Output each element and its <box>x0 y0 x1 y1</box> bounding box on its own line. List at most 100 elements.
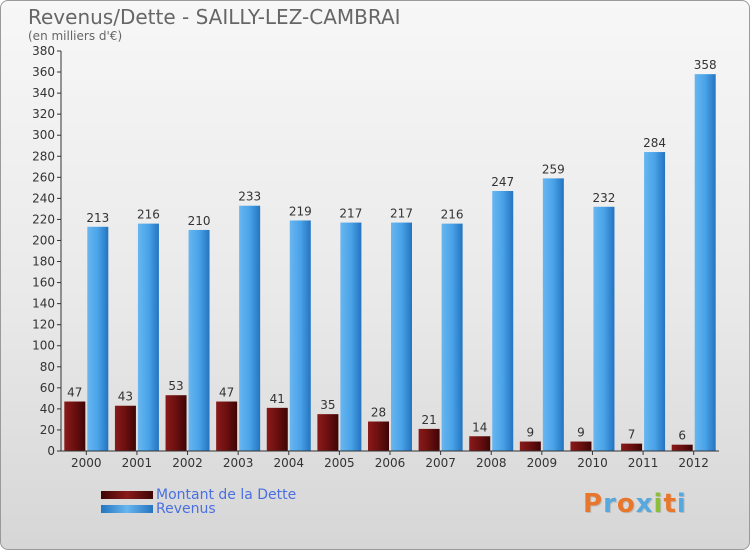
data-label-revenus: 210 <box>188 214 211 228</box>
data-label-debt: 9 <box>577 426 585 440</box>
y-tick-label: 340 <box>32 86 55 100</box>
data-label-debt: 9 <box>527 426 535 440</box>
bars-layer <box>64 74 716 452</box>
y-tick-label: 60 <box>40 381 55 395</box>
data-label-debt: 41 <box>270 392 285 406</box>
data-label-revenus: 217 <box>339 207 362 221</box>
y-tick-label: 300 <box>32 128 55 142</box>
y-tick-label: 0 <box>47 444 55 458</box>
x-tick-label: 2008 <box>476 456 507 470</box>
data-label-revenus: 216 <box>137 208 160 222</box>
bar-revenus <box>391 222 412 451</box>
legend-item-revenus: Revenus <box>101 501 361 517</box>
x-tick-label: 2004 <box>273 456 304 470</box>
x-tick-label: 2001 <box>122 456 153 470</box>
bar-revenus <box>87 226 109 451</box>
x-tick-label: 2009 <box>527 456 558 470</box>
bar-debt <box>64 401 86 451</box>
data-label-debt: 6 <box>678 429 686 443</box>
x-tick-label: 2003 <box>223 456 254 470</box>
data-label-revenus: 284 <box>643 136 666 150</box>
x-tick-label: 2006 <box>375 456 406 470</box>
data-label-debt: 7 <box>628 428 636 442</box>
legend-swatch-revenus <box>101 505 153 513</box>
data-label-debt: 21 <box>421 413 436 427</box>
y-tick-label: 140 <box>32 297 55 311</box>
bar-debt <box>368 421 389 451</box>
bar-debt <box>114 405 136 451</box>
data-label-revenus: 247 <box>491 175 514 189</box>
bar-revenus <box>593 206 615 451</box>
x-tick-label: 2005 <box>324 456 355 470</box>
y-tick-label: 260 <box>32 170 55 184</box>
data-label-revenus: 213 <box>86 211 109 225</box>
bar-revenus <box>441 223 463 451</box>
y-tick-label: 240 <box>32 191 55 205</box>
y-tick-label: 360 <box>32 65 55 79</box>
y-tick-label: 380 <box>32 44 55 58</box>
bar-revenus <box>137 223 159 451</box>
data-label-revenus: 233 <box>238 190 261 204</box>
chart-title: Revenus/Dette - SAILLY-LEZ-CAMBRAI <box>28 5 401 29</box>
x-axis: 2000 2001 2002 2003 2004 2005 2006 2007 2008 2009… <box>61 450 719 470</box>
bar-revenus <box>694 74 716 451</box>
bar-revenus <box>289 220 311 451</box>
legend-label-debt: Montant de la Dette <box>156 487 297 503</box>
data-label-debt: 43 <box>118 390 133 404</box>
data-label-debt: 28 <box>371 406 386 420</box>
y-tick-label: 20 <box>40 423 55 437</box>
data-label-revenus: 219 <box>289 204 312 218</box>
x-tick-label: 2010 <box>577 456 608 470</box>
bar-debt <box>266 407 288 451</box>
data-label-revenus: 358 <box>694 58 717 72</box>
proxiti-logo: Proxiti <box>583 489 687 519</box>
chart-subtitle: (en milliers d'€) <box>28 29 123 43</box>
y-tick-label: 100 <box>32 339 55 353</box>
data-label-debt: 35 <box>320 398 335 412</box>
bar-debt <box>519 441 541 451</box>
x-tick-label: 2012 <box>678 456 709 470</box>
bar-revenus <box>188 229 210 451</box>
bar-revenus <box>492 191 514 451</box>
y-tick-label: 280 <box>32 149 55 163</box>
bar-debt <box>165 395 187 451</box>
data-label-debt: 47 <box>219 386 234 400</box>
x-tick-label: 2002 <box>172 456 203 470</box>
bar-revenus <box>239 205 261 451</box>
data-label-debt: 53 <box>168 379 183 393</box>
y-axis: 0 20 40 60 80 100 120 140 160 180 200 220 240 260 280 3… <box>32 44 62 458</box>
y-tick-label: 220 <box>32 212 55 226</box>
bar-debt <box>216 401 238 451</box>
legend-swatch-debt <box>101 491 153 499</box>
data-label-revenus: 259 <box>542 162 565 176</box>
data-label-debt: 14 <box>472 420 487 434</box>
y-tick-label: 200 <box>32 233 55 247</box>
bar-revenus <box>644 152 666 452</box>
bar-debt <box>621 443 643 451</box>
y-tick-label: 120 <box>32 318 55 332</box>
legend-item-debt: Montant de la Dette <box>101 487 361 503</box>
y-tick-label: 40 <box>40 402 55 416</box>
y-tick-label: 80 <box>40 360 55 374</box>
x-tick-label: 2000 <box>71 456 102 470</box>
bar-debt <box>671 444 693 451</box>
bar-debt <box>570 441 592 451</box>
legend-label-revenus: Revenus <box>156 501 216 517</box>
bar-revenus <box>542 178 564 452</box>
bar-debt <box>469 436 491 451</box>
data-label-debt: 47 <box>67 386 82 400</box>
y-tick-label: 160 <box>32 276 55 290</box>
y-tick-label: 180 <box>32 255 55 269</box>
y-tick-label: 320 <box>32 107 55 121</box>
bar-debt <box>418 428 440 451</box>
data-labels-layer: 47 213 43 216 53 210 47 233 41 219 35 217 28 217 21 216… <box>67 58 716 443</box>
x-tick-label: 2007 <box>425 456 456 470</box>
x-tick-label: 2011 <box>628 456 659 470</box>
data-label-revenus: 216 <box>441 208 464 222</box>
bar-revenus <box>340 222 362 451</box>
data-label-revenus: 217 <box>390 207 413 221</box>
data-label-revenus: 232 <box>593 191 616 205</box>
bar-debt <box>317 414 339 451</box>
